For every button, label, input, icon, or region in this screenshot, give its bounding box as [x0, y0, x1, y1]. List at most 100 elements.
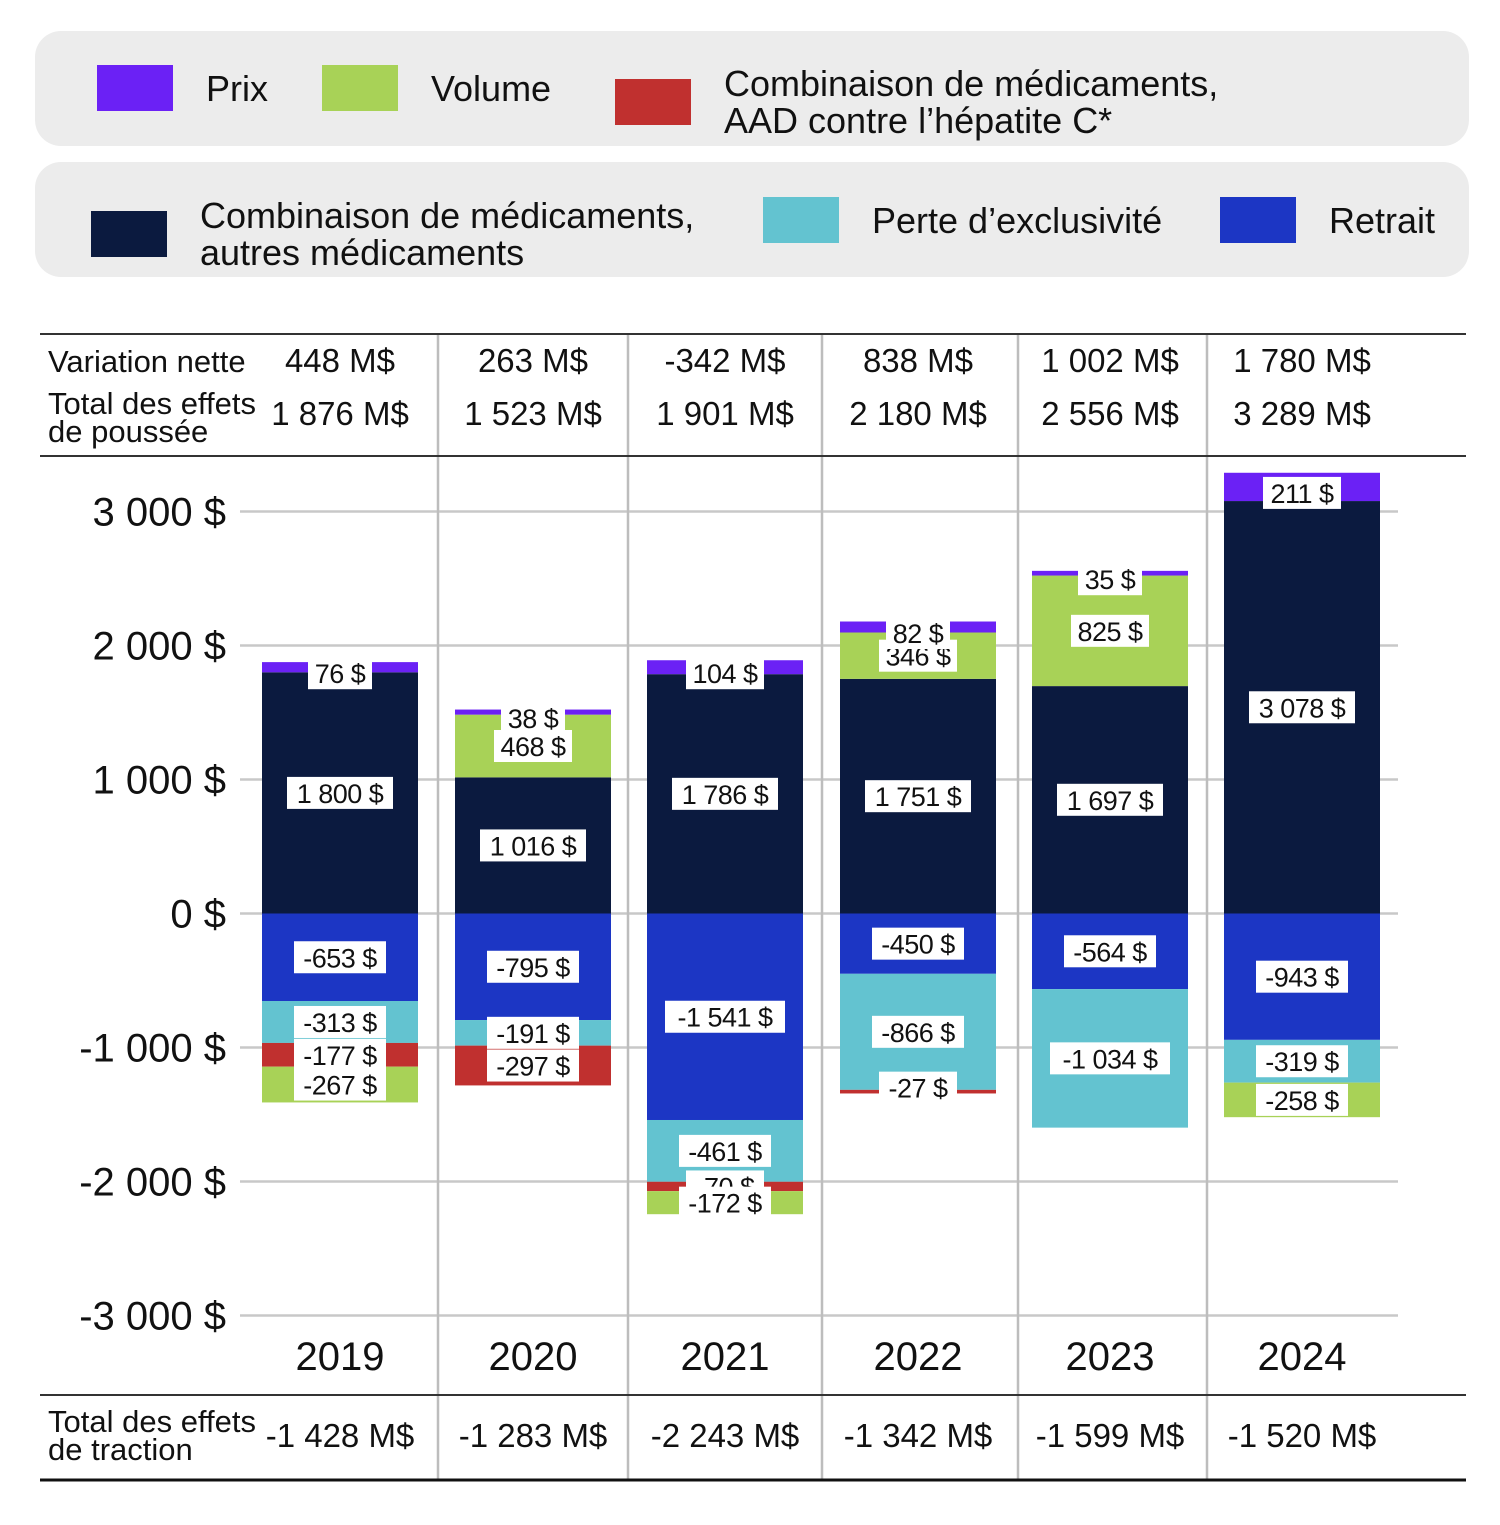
- data-label-box: [308, 657, 372, 690]
- data-label-perte: -313 $: [303, 1008, 377, 1038]
- data-label-box: [294, 941, 386, 974]
- legend-item-volume: Volume: [322, 65, 551, 111]
- data-label-box: [1078, 563, 1142, 596]
- data-label-autres: 1 800 $: [297, 779, 384, 809]
- legend-swatch-prix: [97, 65, 173, 111]
- data-label-box: [1256, 1045, 1348, 1078]
- legend-item-autres: Combinaison de médicaments, autres médic…: [91, 197, 694, 271]
- legend-row-2: Combinaison de médicaments, autres médic…: [35, 162, 1469, 277]
- data-label-box: [287, 776, 393, 809]
- pull-effects-value: -1 283 M$: [459, 1417, 608, 1454]
- net-change-value: 1 002 M$: [1041, 342, 1179, 379]
- data-label-box: [494, 730, 572, 762]
- legend-item-perte: Perte d’exclusivité: [763, 197, 1162, 243]
- net-change-value: 838 M$: [863, 342, 973, 379]
- data-label-box: [872, 927, 964, 960]
- pull-effects-value: -1 520 M$: [1228, 1417, 1377, 1454]
- category-label: 2019: [296, 1335, 385, 1379]
- data-label-prix: 211 $: [1270, 479, 1334, 509]
- legend-item-prix: Prix: [97, 65, 268, 111]
- net-change-label: Variation nette: [48, 344, 246, 379]
- data-label-perte: -191 $: [496, 1019, 570, 1049]
- y-tick-label: -2 000 $: [79, 1161, 226, 1205]
- y-tick-label: -1 000 $: [79, 1027, 226, 1071]
- net-change-value: 1 780 M$: [1233, 342, 1371, 379]
- data-label-autres: 1 016 $: [490, 831, 577, 861]
- data-label-box: [872, 1015, 964, 1048]
- y-tick-label: 0 $: [170, 893, 226, 937]
- push-effects-value: 1 901 M$: [656, 395, 794, 432]
- data-label-retrait: -1 541 $: [677, 1003, 773, 1033]
- data-label-autres: 1 697 $: [1067, 786, 1154, 816]
- category-label: 2021: [681, 1335, 770, 1379]
- data-label-retrait: -564 $: [1073, 937, 1147, 967]
- data-label-box: [672, 777, 778, 810]
- data-label-volume: 468 $: [500, 732, 566, 762]
- data-label-box: [679, 1186, 771, 1219]
- legend-item-aad: Combinaison de médicaments, AAD contre l…: [615, 65, 1218, 139]
- data-label-box: [501, 702, 565, 735]
- legend-swatch-retrait: [1220, 197, 1296, 243]
- net-change-value: 448 M$: [285, 342, 395, 379]
- pull-effects-value: -1 599 M$: [1036, 1417, 1185, 1454]
- data-label-perte: -461 $: [688, 1137, 762, 1167]
- data-label-aad: -297 $: [496, 1052, 570, 1082]
- data-label-box: [865, 780, 971, 813]
- legend-swatch-perte: [763, 197, 839, 243]
- legend-swatch-aad: [615, 79, 691, 125]
- data-label-retrait: -653 $: [303, 943, 377, 973]
- legend-item-retrait: Retrait: [1220, 197, 1435, 243]
- data-label-box: [487, 1049, 579, 1082]
- data-label-perte: -866 $: [881, 1018, 955, 1048]
- legend-label-volume: Volume: [431, 67, 552, 109]
- data-label-box: [294, 1038, 386, 1071]
- push-effects-value: 3 289 M$: [1233, 395, 1371, 432]
- data-label-box: [1256, 960, 1348, 993]
- data-label-prix: 104 $: [692, 659, 758, 689]
- category-label: 2024: [1258, 1335, 1347, 1379]
- push-effects-value: 1 523 M$: [464, 395, 602, 432]
- data-label-box: [679, 1134, 771, 1167]
- pull-effects-label: Total des effets de traction: [48, 1404, 256, 1467]
- category-label: 2020: [489, 1335, 578, 1379]
- data-label-box: [1256, 1083, 1348, 1116]
- data-label-box: [686, 657, 764, 690]
- push-effects-value: 1 876 M$: [271, 395, 409, 432]
- data-label-aad: -27 $: [888, 1074, 948, 1104]
- y-tick-label: -3 000 $: [79, 1295, 226, 1339]
- y-tick-label: 1 000 $: [93, 759, 226, 803]
- data-label-retrait: -450 $: [881, 930, 955, 960]
- push-effects-value: 2 556 M$: [1041, 395, 1179, 432]
- data-label-box: [665, 1000, 785, 1033]
- data-label-prix: 38 $: [508, 704, 559, 734]
- data-label-autres: 3 078 $: [1259, 693, 1346, 723]
- pull-effects-value: -1 342 M$: [844, 1417, 993, 1454]
- data-label-box: [879, 1071, 957, 1104]
- data-label-box: [1050, 1042, 1170, 1075]
- data-label-box: [294, 1005, 386, 1038]
- push-effects-value: 2 180 M$: [849, 395, 987, 432]
- data-label-box: [1249, 691, 1355, 724]
- pull-effects-value: -1 428 M$: [266, 1417, 415, 1454]
- data-label-retrait: -943 $: [1265, 963, 1339, 993]
- data-label-volume: 825 $: [1077, 617, 1143, 647]
- data-label-box: [487, 1016, 579, 1049]
- data-label-prix: 35 $: [1085, 565, 1136, 595]
- category-label: 2022: [874, 1335, 963, 1379]
- pull-effects-value: -2 243 M$: [651, 1417, 800, 1454]
- legend-label-retrait: Retrait: [1329, 199, 1436, 241]
- data-label-perte: -1 034 $: [1062, 1044, 1158, 1074]
- y-tick-label: 2 000 $: [93, 625, 226, 669]
- data-label-autres: 1 786 $: [682, 780, 769, 810]
- data-label-volume_neg: -267 $: [303, 1071, 377, 1101]
- data-label-retrait: -795 $: [496, 953, 570, 983]
- net-change-value: 263 M$: [478, 342, 588, 379]
- data-label-perte: -319 $: [1265, 1047, 1339, 1077]
- legend-swatch-autres: [91, 211, 167, 257]
- legend-swatch-volume: [322, 65, 398, 111]
- data-label-prix: 76 $: [315, 659, 366, 689]
- category-label: 2023: [1066, 1335, 1155, 1379]
- data-label-box: [480, 829, 586, 862]
- legend-row-1: Prix Volume Combinaison de médicaments, …: [35, 31, 1469, 146]
